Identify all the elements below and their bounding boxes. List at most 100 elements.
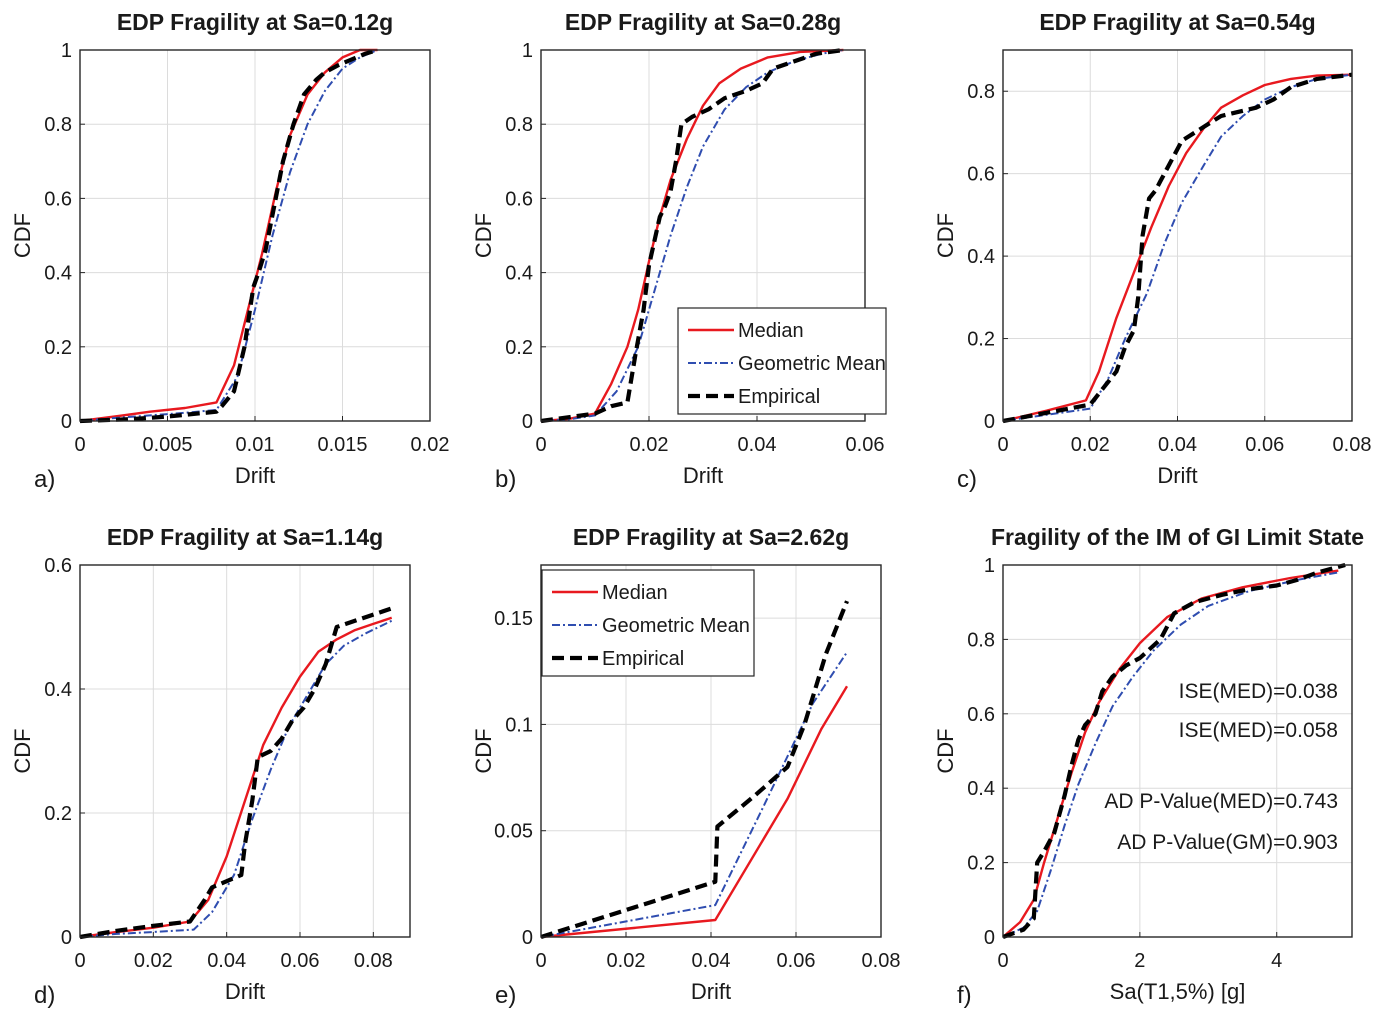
y-tick-label: 1 — [984, 555, 995, 577]
x-tick-label: 4 — [1271, 950, 1282, 972]
y-tick-label: 0.8 — [505, 114, 533, 136]
x-axis-label: Drift — [235, 463, 275, 488]
legend-label-median: Median — [738, 320, 804, 342]
x-axis-label: Drift — [691, 979, 731, 1004]
series-line-empirical — [1002, 562, 1346, 939]
panel-label: f) — [957, 982, 972, 1009]
y-tick-label: 0.4 — [44, 263, 72, 285]
x-axis-label: Drift — [1157, 463, 1197, 488]
y-tick-label: 0.8 — [44, 114, 72, 136]
y-tick-label: 0 — [984, 927, 995, 949]
y-tick-label: 0.6 — [967, 164, 995, 186]
x-tick-label: 0.02 — [607, 950, 646, 972]
series-line-empirical — [79, 47, 379, 424]
x-tick-label: 0.02 — [630, 434, 669, 456]
panel-a: 0 0.005 0.01 0.015 0.02 0 0.2 0.4 0.6 0.8 1 EDP Fra… — [10, 9, 449, 493]
x-tick-label: 0 — [997, 434, 1008, 456]
panel-label: a) — [34, 466, 55, 493]
y-tick-label: 0.8 — [967, 629, 995, 651]
y-tick-label: 0.4 — [505, 263, 533, 285]
y-tick-label: 0.4 — [44, 679, 72, 701]
panel-c: 0 0.02 0.04 0.06 0.08 0 0.2 0.4 0.6 0.8 EDP Fragil… — [933, 9, 1371, 493]
panel-label: c) — [957, 466, 977, 493]
y-tick-label: 0.6 — [44, 188, 72, 210]
y-tick-label: 0.6 — [967, 704, 995, 726]
x-tick-label: 0.04 — [1158, 434, 1197, 456]
panel-d: 0 0.02 0.04 0.06 0.08 0 0.2 0.4 0.6 EDP Fragility… — [10, 524, 411, 1009]
x-tick-label: 0 — [535, 434, 546, 456]
y-tick-label: 0.15 — [494, 608, 533, 630]
legend-label-median: Median — [602, 582, 668, 604]
y-tick-label: 0.2 — [967, 853, 995, 875]
y-axis-label: CDF — [471, 213, 496, 258]
legend: Median Geometric Mean Empirical — [541, 569, 755, 677]
legend-label-empirical: Empirical — [602, 648, 684, 670]
y-tick-label: 0.2 — [44, 337, 72, 359]
x-tick-label: 0.08 — [862, 950, 901, 972]
x-axis-label: Drift — [225, 979, 265, 1004]
panel-label: d) — [34, 982, 55, 1009]
x-tick-label: 0 — [535, 950, 546, 972]
y-axis-label: CDF — [933, 728, 958, 773]
series-line-median — [1002, 73, 1353, 423]
chart-title: EDP Fragility at Sa=0.54g — [1039, 9, 1315, 35]
panel-f: 0 2 4 0 0.2 0.4 0.6 0.8 1 Fragility of the IM of … — [933, 524, 1364, 1009]
plot-frame — [540, 49, 866, 422]
legend: Median Geometric Mean Empirical — [677, 307, 887, 415]
y-tick-label: 0.4 — [967, 246, 995, 268]
chart-title: EDP Fragility at Sa=2.62g — [573, 524, 849, 550]
x-tick-label: 0.04 — [692, 950, 731, 972]
annotation-text: AD P-Value(MED)=0.743 — [1104, 790, 1338, 813]
x-tick-label: 0.06 — [777, 950, 816, 972]
x-tick-label: 0.04 — [738, 434, 777, 456]
x-tick-label: 0.06 — [1245, 434, 1284, 456]
y-tick-label: 1 — [61, 40, 72, 62]
y-tick-label: 0.1 — [505, 714, 533, 736]
series-line-geometric-mean — [1002, 571, 1339, 938]
series-line-empirical — [540, 600, 849, 940]
y-tick-label: 0 — [61, 411, 72, 433]
y-tick-label: 1 — [522, 40, 533, 62]
series-line-empirical — [79, 606, 393, 940]
x-axis-label: Sa(T1,5%) [g] — [1110, 979, 1246, 1004]
plot-frame — [79, 49, 431, 422]
y-tick-label: 0.6 — [44, 555, 72, 577]
y-axis-label: CDF — [933, 213, 958, 258]
plot-frame — [540, 564, 882, 938]
x-tick-label: 0.02 — [134, 950, 173, 972]
y-tick-label: 0.05 — [494, 821, 533, 843]
panel-label: e) — [495, 982, 516, 1009]
x-tick-label: 0.015 — [317, 434, 367, 456]
series-line-empirical — [1002, 72, 1353, 424]
series-line-empirical — [540, 47, 844, 424]
x-tick-label: 0.06 — [846, 434, 885, 456]
legend-box — [541, 569, 755, 677]
x-tick-label: 0.02 — [1071, 434, 1110, 456]
legend-label-empirical: Empirical — [738, 386, 820, 408]
legend-label-geometric-mean: Geometric Mean — [602, 615, 750, 637]
plot-frame — [79, 564, 411, 938]
y-tick-label: 0.8 — [967, 81, 995, 103]
y-tick-label: 0 — [522, 927, 533, 949]
x-tick-label: 0.06 — [281, 950, 320, 972]
series-line-geometric-mean — [540, 651, 848, 938]
chart-title: Fragility of the IM of GI Limit State — [991, 524, 1364, 550]
series-line-median — [79, 616, 393, 939]
series-line-median — [540, 685, 849, 939]
legend-label-geometric-mean: Geometric Mean — [738, 353, 886, 375]
x-tick-label: 0.04 — [207, 950, 246, 972]
y-tick-label: 0.6 — [505, 188, 533, 210]
x-tick-label: 0 — [997, 950, 1008, 972]
y-tick-label: 0.4 — [967, 778, 995, 800]
y-tick-label: 0 — [61, 927, 72, 949]
x-tick-label: 2 — [1134, 950, 1145, 972]
x-tick-label: 0.005 — [142, 434, 192, 456]
x-tick-label: 0 — [74, 434, 85, 456]
y-axis-label: CDF — [471, 728, 496, 773]
plot-frame — [1002, 564, 1353, 938]
series-line-median — [540, 48, 844, 423]
chart-title: EDP Fragility at Sa=0.28g — [565, 9, 841, 35]
y-tick-label: 0.2 — [505, 337, 533, 359]
series-line-geometric-mean — [79, 49, 378, 422]
